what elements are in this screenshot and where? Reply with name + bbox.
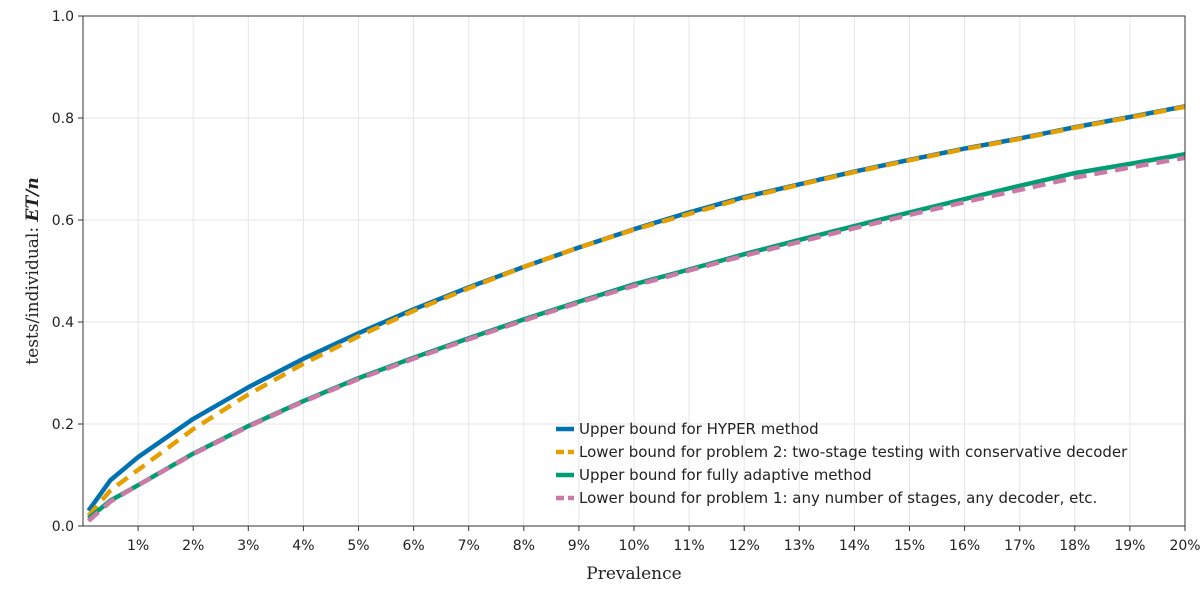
legend: Upper bound for HYPER method Lower bound …: [556, 420, 1128, 507]
x-tick-label: 7%: [458, 538, 480, 554]
y-tick-label: 0.4: [52, 315, 74, 331]
series-line-3: [87, 151, 1186, 521]
plot-frame: [82, 15, 1186, 527]
y-axis-label-text: tests/individual:: [23, 222, 43, 365]
x-tick-label: 1%: [127, 538, 149, 554]
x-tick-label: 19%: [1114, 538, 1145, 554]
y-tick-label: 0.0: [52, 519, 74, 535]
y-tick-label: 0.6: [52, 213, 74, 229]
x-tick-label: 2%: [182, 538, 204, 554]
x-tick-label: 6%: [402, 538, 424, 554]
legend-label-4: Lower bound for problem 1: any number of…: [579, 489, 1097, 507]
y-tick-label: 0.8: [52, 111, 74, 127]
x-tick-label: 15%: [894, 538, 925, 554]
x-tick-label: 12%: [729, 538, 760, 554]
x-tick-label: 18%: [1059, 538, 1090, 554]
legend-label-2: Lower bound for problem 2: two-stage tes…: [579, 443, 1128, 461]
y-tick-label: 1.0: [52, 9, 74, 25]
x-tick-label: 20%: [1169, 538, 1200, 554]
x-tick-label: 13%: [784, 538, 815, 554]
x-tick-label: 16%: [949, 538, 980, 554]
x-axis-ticks: 1% 2% 3% 4% 5% 6% 7% 8% 9% 10% 11% 12% 13% 14% 15% 16% 1…: [127, 526, 1200, 554]
legend-label-1: Upper bound for HYPER method: [579, 420, 819, 438]
legend-label-3: Upper bound for fully adaptive method: [579, 466, 872, 484]
x-axis-label: Prevalence: [586, 564, 681, 584]
x-tick-label: 11%: [674, 538, 705, 554]
series-line-2: [86, 104, 1186, 518]
series-lines: [86, 104, 1186, 523]
x-tick-label: 10%: [618, 538, 649, 554]
grid-lines: [83, 15, 1186, 527]
x-tick-label: 4%: [292, 538, 314, 554]
x-tick-label: 14%: [839, 538, 870, 554]
y-tick-label: 0.2: [52, 417, 74, 433]
x-tick-label: 5%: [347, 538, 369, 554]
y-axis-label-math: ET/n: [23, 177, 43, 222]
y-axis-label: tests/individual: ET/n: [23, 177, 43, 364]
x-tick-label: 8%: [513, 538, 535, 554]
y-axis-ticks: 0.0 0.2 0.4 0.6 0.8 1.0: [52, 9, 83, 535]
x-tick-label: 3%: [237, 538, 259, 554]
series-line-4: [87, 155, 1186, 523]
x-tick-label: 9%: [568, 538, 590, 554]
x-tick-label: 17%: [1004, 538, 1035, 554]
